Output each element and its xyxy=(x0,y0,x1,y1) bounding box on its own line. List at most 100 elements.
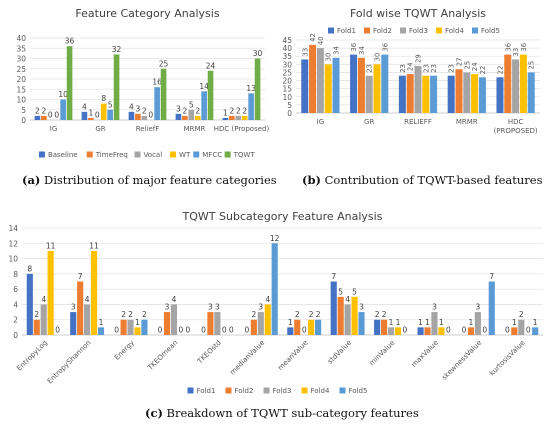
category-label: GR xyxy=(95,125,105,133)
bar-fold4-hdc-proposed xyxy=(519,54,527,113)
bar-timefreq-ig xyxy=(41,115,47,120)
data-label: 0 xyxy=(229,326,234,335)
legend-label-fold2: Fold2 xyxy=(235,387,254,395)
bar-tqwt-hdc-proposed xyxy=(254,58,261,120)
bar-fold3-entropylog xyxy=(40,304,47,335)
data-label: 13 xyxy=(246,84,256,93)
legend-swatch-fold2 xyxy=(225,387,232,394)
y-tick-label: 2 xyxy=(13,316,18,325)
bar-fold4-energy xyxy=(134,327,141,335)
chart-title: TQWT Subcategory Feature Analysis xyxy=(182,210,383,223)
legend-label-fold4: Fold4 xyxy=(445,27,464,35)
data-label: 2 xyxy=(229,106,234,115)
bar-fold1-gr xyxy=(350,54,358,113)
legend-label-fold5: Fold5 xyxy=(349,387,368,395)
bar-fold5-relieff xyxy=(430,75,438,113)
data-label: 0 xyxy=(222,326,227,335)
bar-wt-mrmr xyxy=(194,115,201,120)
bar-baseline-gr xyxy=(81,111,88,120)
data-label: 25 xyxy=(463,61,471,70)
data-label: 0 xyxy=(54,111,59,120)
bar-fold2-energy xyxy=(120,319,127,335)
legend-swatch-timefreq xyxy=(86,151,93,158)
data-label: 25 xyxy=(528,61,536,70)
data-label: 5 xyxy=(108,100,113,109)
bar-fold2-tkeostd xyxy=(207,312,214,335)
legend-label-fold4: Fold4 xyxy=(311,387,330,395)
bar-fold2-gr xyxy=(357,57,365,113)
data-label: 33 xyxy=(512,48,520,57)
bar-mfcc-ig xyxy=(60,99,66,120)
data-label: 24 xyxy=(471,62,479,71)
bar-fold2-entropyshannon xyxy=(77,281,84,335)
bar-fold3-stdvalue xyxy=(344,304,351,335)
data-label: 3 xyxy=(475,303,480,312)
data-label: 4 xyxy=(265,295,270,304)
bar-mfcc-relieff xyxy=(154,87,160,120)
data-label: 1 xyxy=(469,318,474,327)
data-label: 23 xyxy=(422,64,430,73)
bar-fold5-medianvalue xyxy=(271,243,278,335)
data-label: 3 xyxy=(176,104,181,113)
bar-fold5-stdvalue xyxy=(358,312,365,335)
legend-swatch-fold4 xyxy=(301,387,308,394)
legend-swatch-vocal xyxy=(134,151,141,158)
bar-vocal-mrmr xyxy=(188,109,195,120)
category-label: stdValue xyxy=(326,339,353,366)
data-label: 4 xyxy=(41,295,46,304)
data-label: 1 xyxy=(288,318,293,327)
data-label: 1 xyxy=(512,318,517,327)
bar-fold4-medianvalue xyxy=(264,304,271,335)
bar-tqwt-relieff xyxy=(160,68,167,120)
data-label: 2 xyxy=(142,106,147,115)
bar-fold3-maxvalue xyxy=(431,312,438,335)
data-label: 10 xyxy=(58,90,68,99)
bar-fold2-mrmr xyxy=(455,69,463,113)
data-label: 0 xyxy=(179,326,184,335)
data-label: 1 xyxy=(425,318,430,327)
data-label: 23 xyxy=(399,64,407,73)
category-label: maxValue xyxy=(410,339,440,369)
y-tick-label: 35 xyxy=(16,44,26,53)
bar-fold5-gr xyxy=(381,54,389,113)
chart-a: Feature Category Analysis051015202530354… xyxy=(16,7,269,159)
y-tick-label: 45 xyxy=(282,36,292,45)
bar-fold2-medianvalue xyxy=(250,319,257,335)
data-label: 23 xyxy=(430,64,438,73)
category-label: IG xyxy=(317,118,325,126)
data-label: 4 xyxy=(345,295,350,304)
y-tick-label: 20 xyxy=(16,75,26,84)
bar-fold2-entropylog xyxy=(33,319,40,335)
category-label: TKEOstd xyxy=(195,339,222,366)
bar-fold5-entropyshannon xyxy=(97,327,105,335)
bar-fold1-meanvalue xyxy=(287,327,294,335)
legend-label-tqwt: TQWT xyxy=(233,151,256,159)
data-label: 5 xyxy=(189,100,194,109)
data-label: 30 xyxy=(374,53,382,62)
data-label: 4 xyxy=(85,295,90,304)
bar-fold4-mrmr xyxy=(471,74,479,113)
data-label: 0 xyxy=(185,326,190,335)
data-label: 2 xyxy=(382,310,387,319)
bar-fold1-ig xyxy=(301,59,309,113)
bar-fold5-kurtosisvalue xyxy=(532,327,539,335)
bar-fold4-minvalue xyxy=(394,327,402,335)
category-label: skewnessValue xyxy=(440,339,483,382)
data-label: 36 xyxy=(381,43,389,52)
category-label: TKEOmean xyxy=(146,339,180,373)
bar-fold5-skewnessvalue xyxy=(488,281,495,335)
category-label: HDC xyxy=(508,118,524,126)
category-label: minValue xyxy=(368,339,397,368)
data-label: 1 xyxy=(135,318,140,327)
data-label: 11 xyxy=(46,241,56,250)
data-label: 36 xyxy=(65,37,75,46)
bar-fold4-maxvalue xyxy=(438,327,445,335)
bar-fold4-entropyshannon xyxy=(90,250,98,335)
data-label: 3 xyxy=(215,303,220,312)
bar-timefreq-gr xyxy=(88,117,94,120)
data-label: 40 xyxy=(317,36,325,45)
data-label: 3 xyxy=(71,303,76,312)
data-label: 12 xyxy=(270,234,280,243)
data-label: 2 xyxy=(35,106,40,115)
data-label: 2 xyxy=(251,310,256,319)
